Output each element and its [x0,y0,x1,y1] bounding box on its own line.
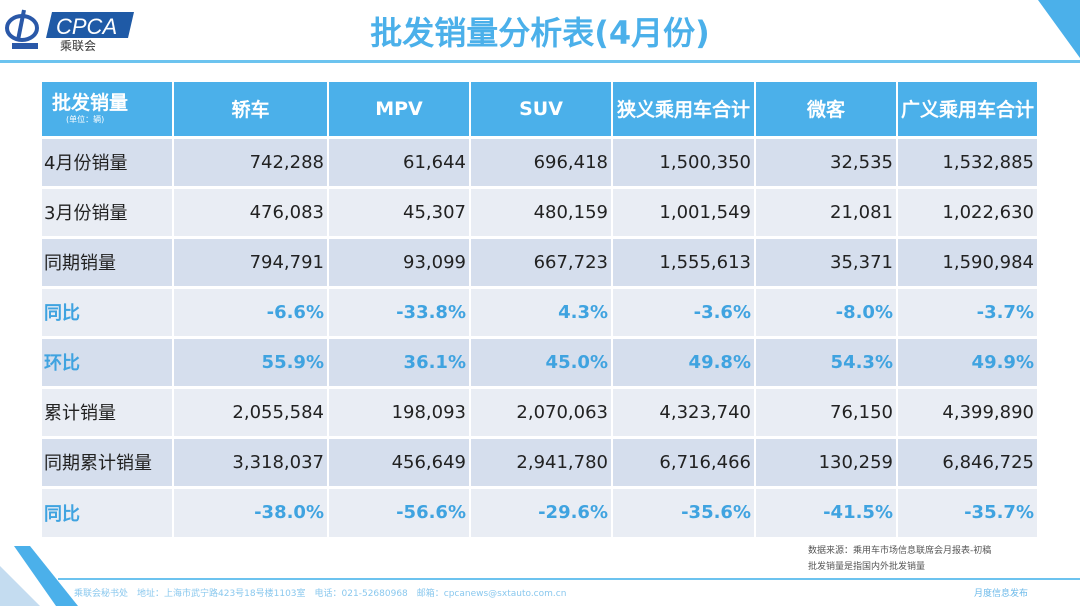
source-note: 数据来源：乘用车市场信息联席会月报表-初稿 批发销量是指国内外批发销量 [808,546,992,572]
table-cell: -35.6% [612,485,756,537]
table-cell: 794,791 [173,235,329,287]
row-label: 同期销量 [42,235,174,287]
header-cell: 批发销量 (单位：辆) [42,82,174,137]
table-cell: 2,941,780 [470,435,613,487]
table-row: 同期累计销量 3,318,037 456,649 2,941,780 6,716,466… [42,435,1039,487]
table-row: 同比 -6.6% -33.8% 4.3% -3.6% -8.0% -3.7% [42,285,1039,337]
table-cell: 1,001,549 [612,185,756,237]
table-cell: 55.9% [173,335,329,387]
column-header: 狭义乘用车合计 [612,82,756,137]
row-label: 3月份销量 [42,185,174,237]
table-cell: -56.6% [328,485,471,537]
table-row: 环比 55.9% 36.1% 45.0% 49.8% 54.3% 49.9% [42,335,1039,387]
table-cell: 45,307 [328,185,471,237]
table-cell: -8.0% [755,285,898,337]
table-cell: 1,022,630 [897,185,1039,237]
table-cell: 198,093 [328,385,471,437]
table-cell: 3,318,037 [173,435,329,487]
table-cell: 1,590,984 [897,235,1039,287]
row-label: 同期累计销量 [42,435,174,487]
corner-decoration [0,546,78,606]
table-cell: 76,150 [755,385,898,437]
row-label: 同比 [42,285,174,337]
table-cell: 36.1% [328,335,471,387]
column-header: 轿车 [173,82,329,137]
table-cell: -6.6% [173,285,329,337]
table-cell: 696,418 [470,135,613,187]
table-cell: 54.3% [755,335,898,387]
table-cell: 6,846,725 [897,435,1039,487]
column-header: 广义乘用车合计 [897,82,1039,137]
logo-text: CPCA [56,14,117,39]
svg-text:乘联会: 乘联会 [60,39,96,52]
table-cell: 1,500,350 [612,135,756,187]
table-cell: 2,070,063 [470,385,613,437]
table-cell: 32,535 [755,135,898,187]
table-cell: 45.0% [470,335,613,387]
table-cell: -41.5% [755,485,898,537]
table-cell: 130,259 [755,435,898,487]
divider [58,578,1080,580]
table-cell: -38.0% [173,485,329,537]
row-label: 环比 [42,335,174,387]
column-header: MPV [328,82,471,137]
row-label: 4月份销量 [42,135,174,187]
sales-table: 批发销量 (单位：辆) 轿车 MPV SUV 狭义乘用车合计 微客 广义乘用车合计 4月份销… [42,82,1039,537]
table-cell: 61,644 [328,135,471,187]
table-cell: 4.3% [470,285,613,337]
table-cell: -35.7% [897,485,1039,537]
table-cell: 456,649 [328,435,471,487]
table-cell: 21,081 [755,185,898,237]
table-cell: 4,399,890 [897,385,1039,437]
table-cell: 6,716,466 [612,435,756,487]
footer-contact: 乘联会秘书处 地址：上海市武宁路423号18号楼1103室 电话：021-526… [74,589,567,599]
table-row: 3月份销量 476,083 45,307 480,159 1,001,549 21,081… [42,185,1039,237]
table-cell: 4,323,740 [612,385,756,437]
corner-decoration [1038,0,1080,58]
table-cell: 1,555,613 [612,235,756,287]
table-cell: 49.8% [612,335,756,387]
table-cell: -33.8% [328,285,471,337]
row-label: 同比 [42,485,174,537]
table-cell: 667,723 [470,235,613,287]
column-header: SUV [470,82,613,137]
table-cell: 742,288 [173,135,329,187]
table-cell: -3.7% [897,285,1039,337]
table-row: 4月份销量 742,288 61,644 696,418 1,500,350 32,535… [42,135,1039,187]
cpca-logo: CPCA 乘联会 [4,6,134,53]
table-cell: 476,083 [173,185,329,237]
table-row: 累计销量 2,055,584 198,093 2,070,063 4,323,740 76… [42,385,1039,437]
table-cell: 35,371 [755,235,898,287]
table-cell: -3.6% [612,285,756,337]
page-title: 批发销量分析表(4月份) [370,14,710,52]
row-label: 累计销量 [42,385,174,437]
table-row: 同比 -38.0% -56.6% -29.6% -35.6% -41.5% -35.7% [42,485,1039,537]
footer-label: 月度信息发布 [973,589,1028,599]
table-cell: 480,159 [470,185,613,237]
table-row: 同期销量 794,791 93,099 667,723 1,555,613 35,371 1… [42,235,1039,287]
table-cell: 93,099 [328,235,471,287]
divider [0,60,1080,63]
column-header: 微客 [755,82,898,137]
table-cell: 49.9% [897,335,1039,387]
table-cell: -29.6% [470,485,613,537]
table-cell: 2,055,584 [173,385,329,437]
table-cell: 1,532,885 [897,135,1039,187]
